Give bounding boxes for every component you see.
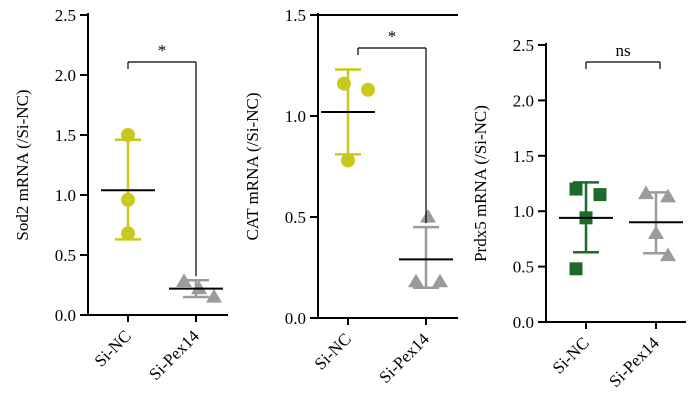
y-axis-label: Prdx5 mRNA (/Si-NC) <box>471 105 490 262</box>
y-tick-label: 2.5 <box>55 6 76 25</box>
y-tick-label: 1.5 <box>513 147 534 166</box>
panel-2: 0.0 0.5 1.0 1.5 CAT mRNA (/Si-NC) Si-NC Si-Pex… <box>243 6 458 387</box>
y-tick-label: 2.0 <box>513 91 534 110</box>
significance-label: * <box>388 27 397 46</box>
y-tick-label: 0.0 <box>55 306 76 325</box>
data-point <box>206 289 222 303</box>
data-point <box>660 247 676 262</box>
x-category-label: Si-NC <box>311 329 355 373</box>
y-tick-label: 0.5 <box>285 208 306 227</box>
data-point <box>176 273 192 287</box>
data-point <box>569 182 583 196</box>
significance-label: ns <box>615 41 630 60</box>
y-tick-label: 0.5 <box>55 246 76 265</box>
error-bar <box>413 225 439 289</box>
panel-1: 0.0 0.5 1.0 1.5 2.0 2.5 Sod2 mRNA (/Si-NC) Si-N… <box>13 6 228 384</box>
x-category-label: Si-NC <box>91 326 135 370</box>
y-tick-label: 2.5 <box>513 36 534 55</box>
data-point <box>593 188 607 202</box>
y-axis-label: Sod2 mRNA (/Si-NC) <box>13 89 32 240</box>
y-tick-label: 0.5 <box>513 258 534 277</box>
y-tick-label: 2.0 <box>55 66 76 85</box>
data-point <box>648 225 664 239</box>
data-point <box>569 262 583 276</box>
significance-bracket: * <box>127 41 197 277</box>
data-point <box>191 280 207 295</box>
y-axis-label: CAT mRNA (/Si-NC) <box>243 93 262 241</box>
data-point <box>660 188 676 203</box>
x-category-label: Si-Pex14 <box>375 329 433 387</box>
data-point <box>341 153 355 168</box>
data-point <box>432 273 448 288</box>
significance-bracket: ns <box>585 41 661 69</box>
significance-label: * <box>158 41 167 60</box>
y-tick-label: 1.5 <box>285 6 306 25</box>
data-point <box>638 185 654 200</box>
x-category-label: Si-Pex14 <box>605 333 663 391</box>
data-point <box>408 273 424 288</box>
y-tick-label: 1.0 <box>55 186 76 205</box>
data-point <box>121 226 135 241</box>
y-tick-label: 1.0 <box>285 107 306 126</box>
data-point <box>420 209 436 223</box>
significance-bracket: * <box>357 27 427 224</box>
data-point <box>361 82 375 97</box>
y-tick-label: 0.0 <box>285 309 306 328</box>
y-tick-label: 1.0 <box>513 202 534 221</box>
data-point <box>337 76 351 91</box>
y-tick-label: 0.0 <box>513 313 534 332</box>
data-point <box>121 192 135 207</box>
x-category-label: Si-NC <box>549 333 593 377</box>
panel-3: 0.0 0.5 1.0 1.5 2.0 2.5 Prdx5 mRNA (/Si-NC) Si-… <box>471 36 686 391</box>
x-category-label: Si-Pex14 <box>145 326 203 384</box>
data-point <box>121 128 135 142</box>
y-tick-label: 1.5 <box>55 126 76 145</box>
